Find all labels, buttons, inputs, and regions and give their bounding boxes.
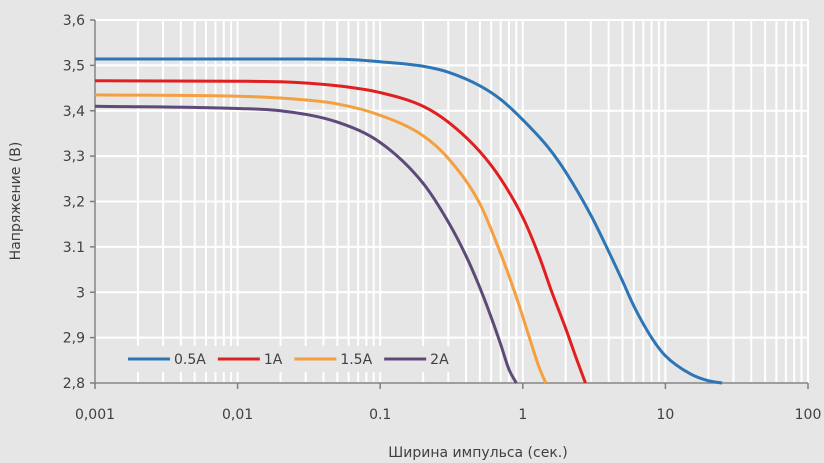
legend: 0.5A 1A 1.5A 2A	[120, 346, 461, 372]
series-line-2	[94, 79, 587, 384]
series-line-4	[94, 104, 518, 384]
y-tick-label: 2,8	[63, 376, 85, 392]
tick-labels: 0,001 0,01 0.1 1 10 100 2,8 2,9 3 3.1 3,2 3,3 3,4 3,5…	[63, 13, 822, 423]
legend-label: 0.5A	[174, 352, 206, 368]
y-tick-label: 2,9	[63, 331, 85, 347]
legend-label: 1A	[264, 352, 283, 368]
x-tick-label: 100	[795, 407, 822, 423]
y-tick-label: 3,6	[63, 13, 85, 29]
x-tick-label: 0,01	[222, 407, 253, 423]
legend-label: 2A	[430, 352, 449, 368]
y-tick-label: 3,4	[63, 104, 85, 120]
legend-label: 1.5A	[340, 352, 372, 368]
x-tick-label: 1	[518, 407, 527, 423]
x-tick-label: 10	[656, 407, 674, 423]
y-tick-label: 3.1	[63, 240, 85, 256]
y-tick-label: 3	[76, 285, 85, 301]
series-line-1	[94, 57, 723, 385]
y-tick-label: 3,3	[63, 149, 85, 165]
axes	[90, 19, 809, 389]
x-tick-label: 0.1	[369, 407, 391, 423]
y-tick-label: 3,2	[63, 195, 85, 211]
x-tick-label: 0,001	[75, 407, 115, 423]
y-axis-title: Напряжение (В)	[8, 142, 24, 261]
y-tick-label: 3,5	[63, 58, 85, 74]
series-lines	[94, 57, 723, 385]
series-line-3	[94, 93, 548, 384]
x-axis-title: Ширина импульса (сек.)	[388, 445, 567, 461]
